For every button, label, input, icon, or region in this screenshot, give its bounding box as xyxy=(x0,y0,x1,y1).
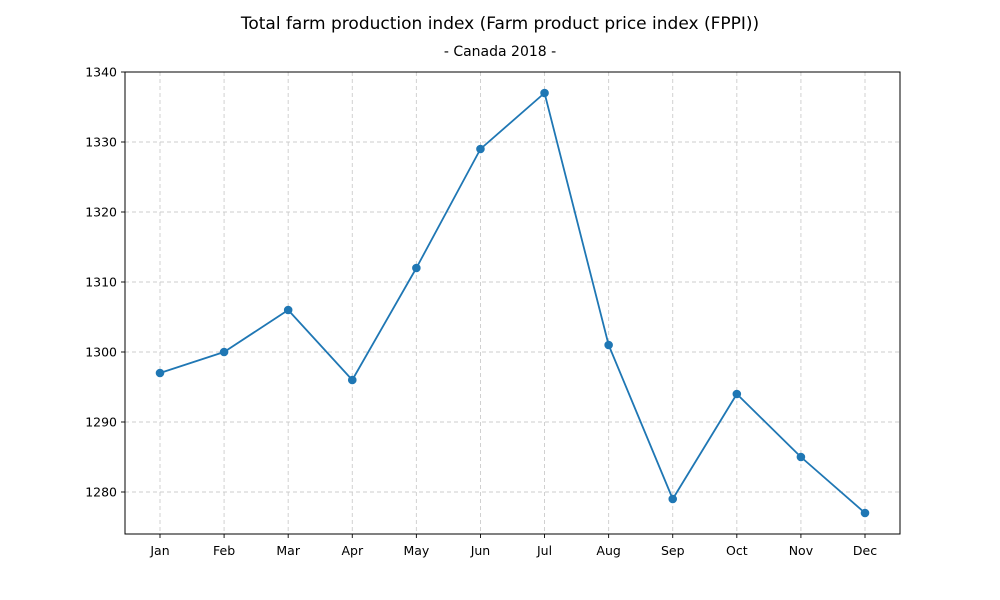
x-tick-label: Feb xyxy=(213,543,235,558)
data-point xyxy=(347,375,357,385)
y-tick-label: 1290 xyxy=(85,415,117,430)
series-layer xyxy=(155,88,870,518)
plot-frame xyxy=(124,71,901,535)
y-tick-label: 1310 xyxy=(85,275,117,290)
data-point xyxy=(540,88,549,98)
data-point xyxy=(155,368,165,378)
x-tick-label: Nov xyxy=(789,543,814,558)
x-tick-label: Mar xyxy=(276,543,300,558)
grid-lines xyxy=(125,71,900,534)
data-point xyxy=(219,347,229,357)
data-point xyxy=(668,494,678,504)
x-tick-label: Sep xyxy=(661,543,685,558)
x-tick-label: Apr xyxy=(341,543,363,558)
data-point xyxy=(796,452,806,462)
x-tick-label: Jun xyxy=(470,543,491,558)
series-line xyxy=(159,92,866,514)
data-point xyxy=(732,389,742,399)
x-tick-label: Jul xyxy=(536,543,552,558)
data-point xyxy=(476,144,485,154)
y-tick-label: 1330 xyxy=(85,135,117,150)
chart-subtitle: - Canada 2018 - xyxy=(443,44,557,60)
x-tick-label: Aug xyxy=(596,543,620,558)
data-point xyxy=(604,340,613,350)
y-tick-label: 1320 xyxy=(85,205,117,220)
y-tick-label: 1300 xyxy=(85,345,117,360)
y-tick-label: 1340 xyxy=(85,65,117,80)
x-tick-label: Oct xyxy=(726,543,748,558)
data-point xyxy=(860,508,870,518)
x-tick-label: Dec xyxy=(853,543,877,558)
chart-title: Total farm production index (Farm produc… xyxy=(240,14,760,34)
x-tick-label: Jan xyxy=(149,543,169,558)
x-tick-label: May xyxy=(403,543,429,558)
data-point xyxy=(412,263,421,273)
x-axis-ticks: Jan Feb Mar Apr May Jun Jul Aug Sep Oct Nov Dec xyxy=(149,534,877,558)
axes xyxy=(124,71,901,535)
y-tick-label: 1280 xyxy=(85,485,117,500)
data-point xyxy=(283,305,293,315)
y-axis-ticks: 1280 1290 1300 1310 1320 1330 1340 xyxy=(85,65,125,500)
